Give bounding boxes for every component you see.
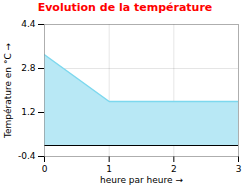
svg-text:1: 1 [106,164,112,174]
svg-text:heure par heure →: heure par heure → [100,175,183,185]
svg-text:0: 0 [42,164,48,174]
svg-text:2.8: 2.8 [21,63,36,73]
svg-text:-0.4: -0.4 [18,151,36,161]
svg-text:Température en °C →: Température en °C → [3,42,13,139]
svg-text:4.4: 4.4 [21,19,36,29]
svg-text:1.2: 1.2 [21,107,35,117]
svg-text:3: 3 [236,164,242,174]
html-text:Evolution de la température: Evolution de la température [37,1,213,14]
svg-text:2: 2 [171,164,177,174]
